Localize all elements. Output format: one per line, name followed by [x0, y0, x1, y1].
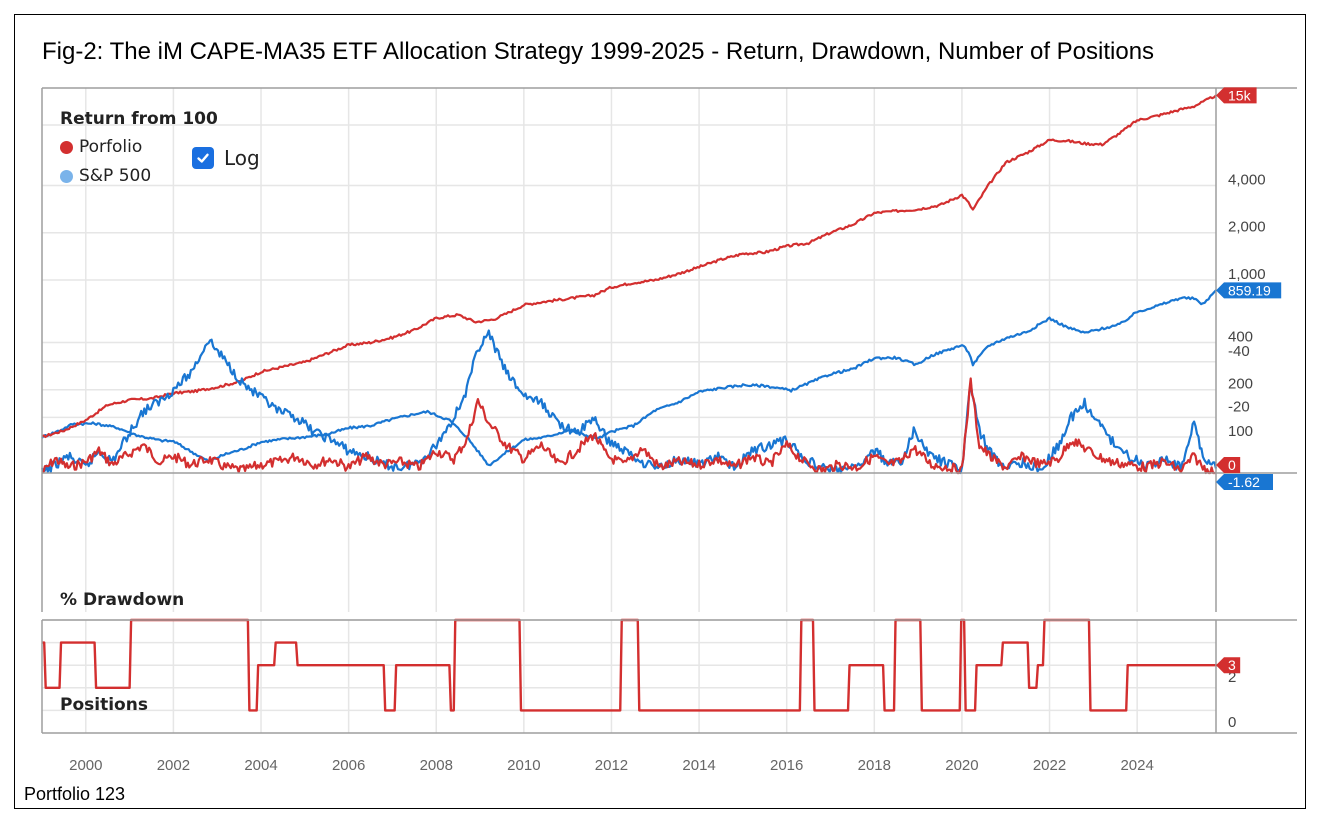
- sp500-end-badge-shape: [1216, 282, 1282, 299]
- sp500-end-badge: 859.19: [1216, 282, 1282, 299]
- portfolio-drawdown-badge-shape: [1216, 457, 1241, 473]
- x-tick-label: 2020: [945, 757, 978, 774]
- footer-source: Portfolio 123: [24, 784, 126, 804]
- log-scale-checkbox[interactable]: Log: [192, 146, 260, 170]
- log-label: Log: [224, 146, 260, 170]
- portfolio-end-badge-shape: [1216, 87, 1257, 104]
- sp500-drawdown-line: [41, 329, 1218, 475]
- positions-end-badge-text: 3: [1228, 657, 1236, 673]
- sp500-drawdown-badge: -1.62: [1216, 474, 1273, 490]
- y-tick-label: 4,000: [1228, 171, 1266, 188]
- x-tick-label: 2016: [770, 757, 803, 774]
- x-tick-label: 2010: [507, 757, 540, 774]
- x-tick-label: 2024: [1120, 757, 1153, 774]
- x-tick-label: 2008: [420, 757, 453, 774]
- positions-step-line: [42, 618, 1219, 712]
- y-tick-label: -20: [1228, 398, 1250, 415]
- sp500-drawdown-badge-text: -1.62: [1228, 474, 1260, 490]
- y-tick-label: 100: [1228, 423, 1253, 440]
- x-tick-label: 2012: [595, 757, 628, 774]
- y-tick-label: 2: [1228, 669, 1236, 686]
- x-tick-label: 2014: [682, 757, 715, 774]
- x-tick-label: 2018: [858, 757, 891, 774]
- portfolio-drawdown-badge-text: 0: [1228, 457, 1236, 473]
- y-tick-label: 200: [1228, 376, 1253, 393]
- portfolio-drawdown-line: [41, 377, 1216, 475]
- y-tick-label: 1,000: [1228, 266, 1266, 283]
- x-tick-label: 2004: [244, 757, 277, 774]
- sp500-dot-icon: [60, 169, 73, 183]
- x-tick-label: 2022: [1033, 757, 1066, 774]
- label-layer: 2000 2002 2004 2006 2008 2010 2012 2014 2016 2018…: [69, 87, 1282, 774]
- y-tick-label: 2,000: [1228, 219, 1266, 236]
- positions-panel-label: Positions: [60, 695, 148, 715]
- portfolio-return-line: [41, 94, 1217, 439]
- portfolio-end-badge-text: 15k: [1228, 87, 1252, 103]
- y-tick-label: 400: [1228, 328, 1253, 345]
- legend-label-sp500: S&P 500: [79, 166, 152, 186]
- positions-end-badge: 3: [1216, 657, 1241, 674]
- axis-layer: [41, 87, 1297, 734]
- portfolio-drawdown-badge: 0: [1216, 457, 1241, 473]
- chart-title: Fig-2: The iM CAPE-MA35 ETF Allocation S…: [42, 38, 1155, 65]
- x-tick-label: 2002: [157, 757, 190, 774]
- legend-item-portfolio[interactable]: Porfolio: [60, 137, 142, 157]
- positions-end-badge-shape: [1216, 657, 1241, 674]
- sp500-return-line: [41, 289, 1217, 467]
- legend-title: Return from 100: [60, 109, 218, 129]
- x-tick-label: 2000: [69, 757, 102, 774]
- legend-label-portfolio: Porfolio: [79, 137, 143, 157]
- checkmark-icon[interactable]: [192, 147, 214, 169]
- drawdown-panel-label: % Drawdown: [60, 590, 185, 610]
- sp500-drawdown-badge-shape: [1216, 474, 1273, 490]
- x-tick-label: 2006: [332, 757, 365, 774]
- series-layer: [41, 94, 1219, 712]
- grid-layer: [42, 88, 1216, 733]
- sp500-end-badge-text: 859.19: [1228, 282, 1271, 298]
- legend-item-sp500[interactable]: S&P 500: [60, 166, 151, 186]
- portfolio-end-badge: 15k: [1216, 87, 1257, 104]
- y-tick-label: -40: [1228, 343, 1250, 360]
- y-tick-label: 0: [1228, 714, 1236, 731]
- portfolio-dot-icon: [60, 140, 73, 154]
